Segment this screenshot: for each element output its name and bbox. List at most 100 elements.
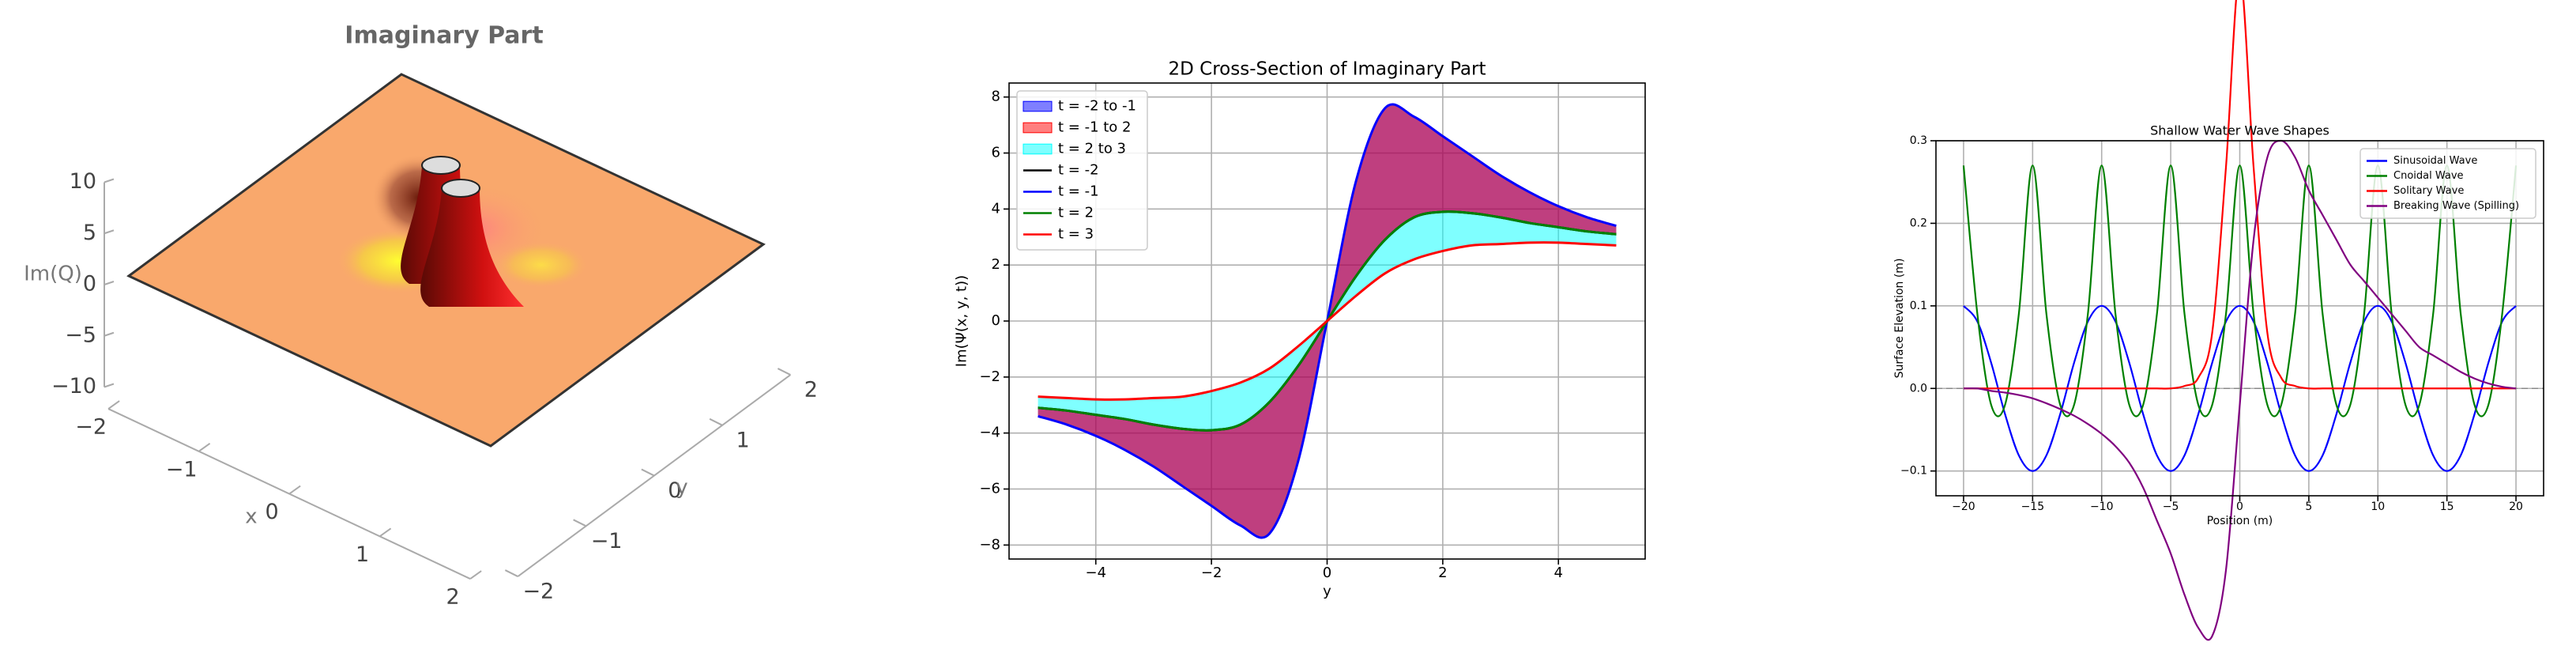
z-tick-label: 10 bbox=[70, 169, 96, 194]
z-tick bbox=[104, 331, 115, 337]
y-tick-label: 8 bbox=[992, 89, 1000, 105]
plot-frame bbox=[1935, 140, 2544, 497]
x-tick-label: −2 bbox=[75, 415, 107, 440]
x-axis-label: y bbox=[1323, 583, 1331, 599]
y-tick-label: 4 bbox=[992, 200, 1000, 217]
x-tick bbox=[379, 527, 392, 538]
surface-spike bbox=[420, 188, 524, 307]
y-axis-label: Im(Ψ(x, y, t)) bbox=[954, 275, 970, 367]
y-tick-label: 0 bbox=[992, 312, 1000, 329]
x-tick-label: 4 bbox=[1554, 565, 1563, 581]
x-tick-label: 5 bbox=[2305, 501, 2312, 513]
y-tick-label: −8 bbox=[979, 536, 1000, 553]
line-chart: −20 −15 −10 −5 0 5 10 15 20 −0.1 0.0 0.1 0.2 0.3 Shall… bbox=[1893, 0, 2544, 641]
legend-label: Solitary Wave bbox=[2393, 185, 2464, 197]
x-tick bbox=[288, 485, 301, 495]
line bbox=[1038, 241, 1617, 401]
surface-shade bbox=[494, 241, 589, 289]
legend-label: Cnoidal Wave bbox=[2393, 170, 2464, 182]
y-tick-label: −4 bbox=[979, 425, 1000, 441]
chart-title: Shallow Water Wave Shapes bbox=[2150, 123, 2329, 138]
legend-label: t = -2 bbox=[1058, 162, 1099, 179]
line bbox=[1963, 139, 2517, 641]
y-tick bbox=[777, 368, 791, 376]
x-tick bbox=[198, 442, 211, 452]
y-tick-label: 1 bbox=[736, 428, 750, 452]
x-tick-label: 10 bbox=[2371, 501, 2385, 513]
legend: Sinusoidal Wave Cnoidal Wave Solitary Wave… bbox=[2359, 148, 2536, 219]
y-tick-label: 0.3 bbox=[1910, 134, 1927, 147]
surface-spike-cap bbox=[421, 156, 461, 175]
z-tick-label: −5 bbox=[65, 323, 96, 347]
y-tick-label: 2 bbox=[992, 256, 1000, 273]
x-tick-label: −4 bbox=[1085, 565, 1106, 581]
legend-label: t = -1 bbox=[1058, 183, 1099, 200]
y-tick-label: 0.0 bbox=[1910, 382, 1927, 395]
z-tick bbox=[104, 383, 115, 388]
plot-frame bbox=[1008, 82, 1646, 560]
y-tick-label: 0.1 bbox=[1910, 300, 1927, 312]
legend-label: t = 2 to 3 bbox=[1058, 141, 1126, 157]
chart-title: 2D Cross-Section of Imaginary Part bbox=[1169, 59, 1486, 79]
x-tick bbox=[469, 570, 482, 580]
z-tick bbox=[104, 229, 115, 235]
y-tick-label: 2 bbox=[804, 378, 818, 402]
z-tick bbox=[104, 178, 115, 183]
z-tick-label: 0 bbox=[83, 272, 96, 297]
line bbox=[1962, 164, 2518, 417]
y-axis-label: Surface Elevation (m) bbox=[1893, 259, 1906, 379]
x-tick-label: −2 bbox=[1201, 565, 1222, 581]
x-tick-label: 0 bbox=[1323, 565, 1331, 581]
x-tick-label: 0 bbox=[2236, 501, 2243, 513]
z-tick-label: 5 bbox=[83, 221, 96, 245]
z-tick-label: −10 bbox=[51, 374, 96, 399]
line bbox=[1963, 304, 2517, 472]
x-axis-label: Position (m) bbox=[2207, 515, 2273, 527]
legend: t = -2 to -1 t = -1 to 2 t = 2 to 3 t = -2 t… bbox=[1016, 90, 1148, 251]
legend-swatch bbox=[1022, 100, 1053, 112]
z-axis-label: Im(Q) bbox=[24, 263, 82, 286]
y-tick-label: −0.1 bbox=[1900, 465, 1927, 478]
y-tick-label: 0.2 bbox=[1910, 217, 1927, 229]
y-tick bbox=[709, 417, 723, 426]
x-tick-label: −1 bbox=[166, 457, 198, 482]
x-tick-label: 20 bbox=[2509, 501, 2523, 513]
y-tick-label: −1 bbox=[591, 529, 623, 553]
legend-label: t = 2 bbox=[1058, 205, 1094, 221]
x-tick bbox=[107, 400, 120, 410]
legend-label: Sinusoidal Wave bbox=[2393, 155, 2477, 167]
x-tick-label: −10 bbox=[2090, 501, 2114, 513]
line-chart: −4 −2 0 2 4 −8 −6 −4 −2 0 2 4 6 8 2D Cross-Section of … bbox=[954, 59, 1646, 599]
legend-label: Breaking Wave (Spilling) bbox=[2393, 200, 2519, 212]
x-tick-label: −5 bbox=[2163, 501, 2179, 513]
legend-label: t = -1 to 2 bbox=[1058, 119, 1132, 136]
surface-spike-cap bbox=[441, 179, 480, 198]
x-tick-label: 15 bbox=[2440, 501, 2454, 513]
chart-title: Imaginary Part bbox=[345, 22, 543, 50]
z-tick bbox=[104, 281, 115, 285]
x-axis-label: x bbox=[245, 505, 257, 529]
y-tick-label: −2 bbox=[979, 368, 1000, 385]
y-tick-label: 6 bbox=[992, 145, 1000, 161]
legend-box bbox=[2359, 148, 2536, 219]
line bbox=[1963, 0, 2517, 390]
y-tick-label: −6 bbox=[979, 480, 1000, 497]
legend-label: t = 3 bbox=[1058, 226, 1094, 243]
legend-swatch bbox=[1022, 143, 1053, 155]
x-tick-label: −15 bbox=[2021, 501, 2045, 513]
y-tick-label: −2 bbox=[522, 580, 554, 604]
x-tick-label: −20 bbox=[1952, 501, 1975, 513]
y-tick bbox=[504, 569, 518, 577]
y-axis-label: y bbox=[676, 476, 687, 500]
y-tick bbox=[573, 519, 587, 527]
y-tick bbox=[641, 468, 655, 477]
x-tick-label: 2 bbox=[446, 585, 460, 610]
x-tick-label: 2 bbox=[1438, 565, 1447, 581]
legend-label: t = -2 to -1 bbox=[1058, 98, 1136, 115]
x-tick-label: 0 bbox=[266, 500, 279, 524]
legend-swatch bbox=[1022, 122, 1053, 134]
x-tick-label: 1 bbox=[356, 542, 369, 567]
y-tick-label: 0 bbox=[668, 478, 681, 503]
